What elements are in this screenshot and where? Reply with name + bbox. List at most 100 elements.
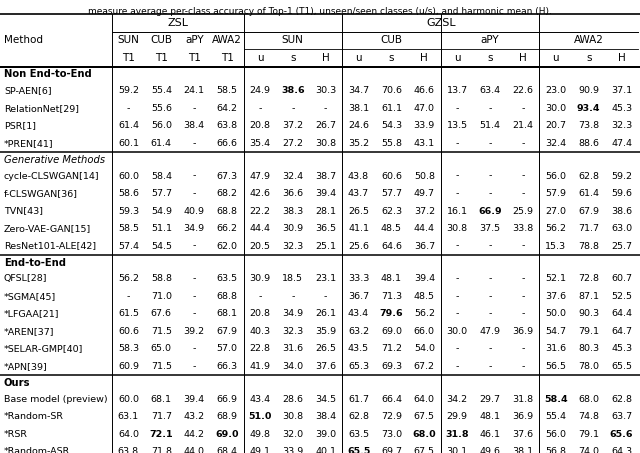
Text: 60.0: 60.0 — [118, 172, 139, 181]
Text: Generative Methods: Generative Methods — [4, 154, 105, 164]
Text: 51.1: 51.1 — [151, 224, 172, 233]
Text: 71.0: 71.0 — [151, 292, 172, 301]
Text: 22.6: 22.6 — [513, 86, 533, 95]
Text: 57.7: 57.7 — [151, 189, 172, 198]
Text: 69.3: 69.3 — [381, 362, 402, 371]
Text: 54.0: 54.0 — [414, 344, 435, 353]
Text: 74.8: 74.8 — [578, 412, 599, 421]
Text: 30.8: 30.8 — [315, 139, 336, 148]
Text: -: - — [456, 292, 459, 301]
Text: 50.8: 50.8 — [414, 172, 435, 181]
Text: -: - — [488, 362, 492, 371]
Text: 63.5: 63.5 — [216, 275, 237, 284]
Text: 67.9: 67.9 — [216, 327, 237, 336]
Text: 38.1: 38.1 — [513, 448, 534, 453]
Text: 71.5: 71.5 — [151, 327, 172, 336]
Text: 62.8: 62.8 — [348, 412, 369, 421]
Text: 34.9: 34.9 — [184, 224, 205, 233]
Text: 32.3: 32.3 — [282, 241, 303, 251]
Text: 49.8: 49.8 — [250, 430, 271, 439]
Text: 13.5: 13.5 — [447, 121, 468, 130]
Text: -: - — [456, 189, 459, 198]
Text: 21.4: 21.4 — [513, 121, 533, 130]
Text: 73.0: 73.0 — [381, 430, 402, 439]
Text: H: H — [420, 53, 428, 63]
Text: 63.8: 63.8 — [216, 121, 237, 130]
Text: 68.8: 68.8 — [216, 292, 237, 301]
Text: 32.0: 32.0 — [282, 430, 303, 439]
Text: 69.7: 69.7 — [381, 448, 402, 453]
Text: 64.0: 64.0 — [414, 395, 435, 404]
Text: 90.3: 90.3 — [578, 309, 599, 318]
Text: u: u — [454, 53, 461, 63]
Text: 65.3: 65.3 — [348, 362, 369, 371]
Text: -: - — [259, 292, 262, 301]
Text: 65.0: 65.0 — [151, 344, 172, 353]
Text: 43.1: 43.1 — [413, 139, 435, 148]
Text: 49.6: 49.6 — [479, 448, 500, 453]
Text: 60.7: 60.7 — [611, 275, 632, 284]
Text: 34.5: 34.5 — [315, 395, 336, 404]
Text: 56.8: 56.8 — [545, 448, 566, 453]
Text: *Random-ASR: *Random-ASR — [4, 448, 70, 453]
Text: 33.3: 33.3 — [348, 275, 369, 284]
Text: 60.0: 60.0 — [118, 395, 139, 404]
Text: -: - — [456, 275, 459, 284]
Text: -: - — [193, 292, 196, 301]
Text: 60.6: 60.6 — [381, 172, 402, 181]
Text: 60.9: 60.9 — [118, 362, 139, 371]
Text: 25.1: 25.1 — [315, 241, 336, 251]
Text: 39.4: 39.4 — [315, 189, 336, 198]
Text: 37.2: 37.2 — [282, 121, 303, 130]
Text: SUN: SUN — [282, 35, 304, 45]
Text: 20.8: 20.8 — [250, 309, 271, 318]
Text: 64.6: 64.6 — [381, 241, 402, 251]
Text: *RSR: *RSR — [4, 430, 28, 439]
Text: 30.8: 30.8 — [282, 412, 303, 421]
Text: 39.4: 39.4 — [413, 275, 435, 284]
Text: 41.9: 41.9 — [250, 362, 271, 371]
Text: 30.9: 30.9 — [250, 275, 271, 284]
Text: 56.2: 56.2 — [414, 309, 435, 318]
Text: 66.2: 66.2 — [216, 224, 237, 233]
Text: 78.8: 78.8 — [578, 241, 599, 251]
Text: 58.5: 58.5 — [118, 224, 139, 233]
Text: 36.7: 36.7 — [413, 241, 435, 251]
Text: 30.8: 30.8 — [447, 224, 468, 233]
Text: 55.4: 55.4 — [151, 86, 172, 95]
Text: 71.2: 71.2 — [381, 344, 402, 353]
Text: 60.6: 60.6 — [118, 327, 139, 336]
Text: 68.1: 68.1 — [151, 395, 172, 404]
Text: 37.6: 37.6 — [315, 362, 336, 371]
Text: 68.1: 68.1 — [216, 309, 237, 318]
Text: 39.4: 39.4 — [184, 395, 205, 404]
Text: 79.1: 79.1 — [578, 430, 599, 439]
Text: -: - — [521, 292, 525, 301]
Text: QFSL[28]: QFSL[28] — [4, 275, 47, 284]
Text: measure average per-class accuracy of Top-1 (T1), unseen/seen classes (u/s), and: measure average per-class accuracy of To… — [88, 7, 552, 16]
Text: 43.2: 43.2 — [184, 412, 205, 421]
Text: 30.1: 30.1 — [447, 448, 468, 453]
Text: 51.4: 51.4 — [479, 121, 500, 130]
Text: -: - — [521, 241, 525, 251]
Text: 58.4: 58.4 — [151, 172, 172, 181]
Text: 79.6: 79.6 — [380, 309, 403, 318]
Text: -: - — [456, 104, 459, 113]
Text: 71.8: 71.8 — [151, 448, 172, 453]
Text: 71.7: 71.7 — [151, 412, 172, 421]
Text: 37.1: 37.1 — [611, 86, 632, 95]
Text: 27.0: 27.0 — [545, 207, 566, 216]
Text: -: - — [456, 172, 459, 181]
Text: 54.7: 54.7 — [545, 327, 566, 336]
Text: 61.4: 61.4 — [118, 121, 139, 130]
Text: 64.0: 64.0 — [118, 430, 139, 439]
Text: -: - — [521, 309, 525, 318]
Text: Non End-to-End: Non End-to-End — [4, 69, 92, 79]
Text: 30.9: 30.9 — [282, 224, 303, 233]
Text: 28.1: 28.1 — [315, 207, 336, 216]
Text: 46.1: 46.1 — [479, 430, 500, 439]
Text: 48.5: 48.5 — [381, 224, 402, 233]
Text: cycle-CLSWGAN[14]: cycle-CLSWGAN[14] — [4, 172, 100, 181]
Text: 31.6: 31.6 — [545, 344, 566, 353]
Text: 52.1: 52.1 — [545, 275, 566, 284]
